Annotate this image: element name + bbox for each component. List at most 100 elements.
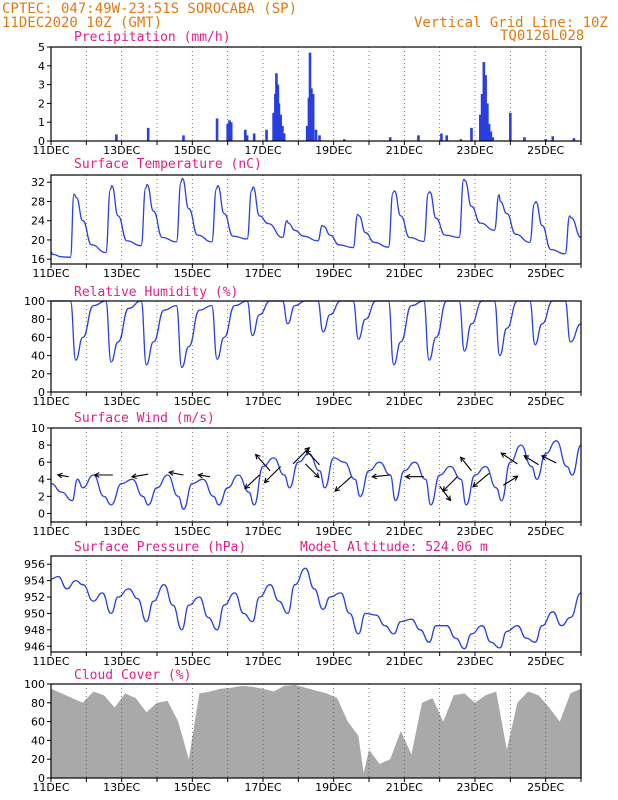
wind-xtick-label: 11DEC: [32, 525, 69, 538]
temp-xtick-label: 17DEC: [244, 267, 281, 280]
wind-ytick-label: 4: [38, 473, 45, 486]
cloud-xtick-label: 25DEC: [527, 781, 564, 794]
temp-ytick-label: 16: [31, 253, 45, 266]
precip-bar: [244, 129, 247, 141]
precip-bar: [479, 114, 482, 141]
precip-bar: [305, 125, 309, 141]
wind-series-line: [50, 440, 582, 510]
temp-xtick-label: 25DEC: [527, 267, 564, 280]
humidity-frame: [50, 300, 582, 393]
wind-vector: [541, 455, 557, 464]
cloud-xtick-label: 19DEC: [315, 781, 352, 794]
humidity-ytick-label: 40: [31, 350, 45, 363]
cloud-xtick-label: 21DEC: [386, 781, 423, 794]
humidity-xtick-label: 11DEC: [32, 395, 69, 408]
precip-bar: [482, 62, 486, 141]
humidity-xtick-label: 15DEC: [174, 395, 211, 408]
wind-xtick-label: 19DEC: [315, 525, 352, 538]
precip-xtick-label: 11DEC: [32, 144, 69, 157]
precip-bar: [484, 75, 487, 141]
precip-bar: [417, 135, 420, 141]
precip-bar: [281, 125, 284, 141]
precip-bar: [318, 135, 321, 141]
precip-bar: [314, 129, 318, 141]
pressure-xtick-label: 13DEC: [103, 655, 140, 668]
wind-xtick-label: 25DEC: [527, 525, 564, 538]
precip-bar: [279, 114, 282, 141]
wind-vector: [198, 474, 211, 478]
wind-vector: [439, 485, 451, 501]
precip-panel: Precipitation (mm/h) 0 1 2 3 4 5 11DEC 13DEC 15DE…: [32, 30, 582, 157]
wind-xtick-label: 23DEC: [456, 525, 493, 538]
precip-bar: [480, 94, 484, 141]
cloud-frame: [50, 683, 582, 779]
pressure-ytick-label: 954: [24, 575, 45, 588]
precip-bar: [146, 127, 150, 141]
precip-bar: [226, 124, 229, 141]
header-location: CPTEC: 047:49W-23:51S SOROCABA (SP): [2, 1, 297, 17]
header-date: 11DEC2020 10Z (GMT): [2, 15, 162, 31]
header-grid-note: Vertical Grid Line: 10Z: [414, 15, 608, 31]
precip-bar: [445, 135, 449, 141]
temp-xtick-label: 23DEC: [456, 267, 493, 280]
cloud-xtick-label: 17DEC: [244, 781, 281, 794]
pressure-xtick-label: 15DEC: [174, 655, 211, 668]
wind-vector-head: [305, 449, 311, 456]
wind-vector-head: [334, 486, 341, 492]
wind-vector: [168, 471, 184, 476]
wind-vector: [372, 474, 391, 478]
precip-bar: [342, 139, 346, 141]
cloud-ytick-label: 40: [31, 734, 45, 747]
wind-frame: [50, 427, 582, 523]
wind-xtick-label: 17DEC: [244, 525, 281, 538]
wind-vector-head: [459, 456, 466, 463]
temp-title: Surface Temperature (nC): [74, 157, 262, 172]
precip-bar: [228, 120, 231, 141]
humidity-ytick-label: 100: [24, 295, 45, 308]
precip-bar: [245, 135, 249, 141]
temp-xtick-label: 21DEC: [386, 267, 423, 280]
precip-xtick-label: 23DEC: [456, 144, 493, 157]
precip-xtick-label: 25DEC: [527, 144, 564, 157]
precip-ytick-label: 5: [38, 41, 45, 54]
precip-ytick-label: 4: [38, 60, 45, 73]
precip-frame: [50, 46, 582, 142]
temp-xtick-label: 13DEC: [103, 267, 140, 280]
cloud-xtick-label: 15DEC: [174, 781, 211, 794]
wind-vector-head: [371, 473, 378, 480]
temp-frame: [50, 174, 582, 265]
cloud-xtick-label: 11DEC: [32, 781, 69, 794]
humidity-ytick-label: 60: [31, 331, 45, 344]
precip-xtick-label: 13DEC: [103, 144, 140, 157]
wind-title: Surface Wind (m/s): [74, 411, 215, 426]
precip-xtick-label: 17DEC: [244, 144, 281, 157]
precip-bar: [523, 137, 526, 141]
cloud-xtick-label: 23DEC: [456, 781, 493, 794]
precip-bar: [182, 135, 185, 141]
precip-bar: [310, 88, 313, 141]
pressure-xtick-label: 25DEC: [527, 655, 564, 668]
wind-vector: [500, 452, 518, 465]
pressure-ytick-label: 952: [24, 591, 45, 604]
precip-ytick-label: 1: [38, 116, 45, 129]
wind-vector: [57, 474, 69, 478]
wind-vector: [460, 456, 472, 472]
wind-vector-head: [500, 452, 507, 458]
pressure-xtick-label: 19DEC: [315, 655, 352, 668]
wind-xtick-label: 15DEC: [174, 525, 211, 538]
wind-ytick-label: 2: [38, 490, 45, 503]
pressure-series-line: [50, 567, 582, 650]
header-code: TQ0126L028: [500, 28, 584, 44]
precip-bar: [486, 103, 489, 141]
temp-panel: Surface Temperature (nC) 16 20 24 28 32 11DEC 1…: [31, 157, 582, 280]
wind-vector-head: [472, 481, 478, 488]
humidity-xtick-label: 13DEC: [103, 395, 140, 408]
temp-ytick-label: 20: [31, 234, 45, 247]
cloud-panel: Cloud Cover (%) 0 20 40 60 80 100 11DEC 13DEC 15D…: [24, 668, 582, 794]
wind-vector-head: [93, 472, 100, 478]
precip-bar: [215, 118, 219, 141]
humidity-ytick-label: 20: [31, 368, 45, 381]
wind-vector: [472, 472, 490, 488]
wind-vector: [442, 476, 458, 492]
